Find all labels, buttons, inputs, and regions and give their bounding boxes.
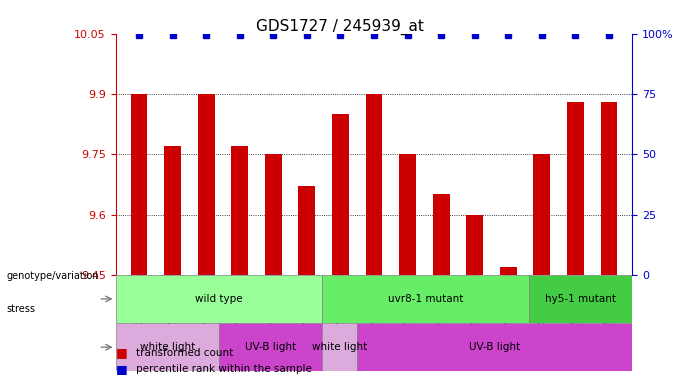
FancyBboxPatch shape — [357, 323, 632, 371]
Text: ■: ■ — [116, 346, 127, 359]
Text: white light: white light — [312, 342, 367, 352]
Bar — [265, 154, 282, 275]
Text: hy5-1 mutant: hy5-1 mutant — [545, 294, 616, 304]
Text: ■: ■ — [116, 363, 127, 375]
FancyBboxPatch shape — [322, 323, 357, 371]
Text: genotype/variation: genotype/variation — [7, 271, 99, 280]
Text: wild type: wild type — [195, 294, 243, 304]
Bar — [165, 146, 181, 275]
Text: UV-B light: UV-B light — [469, 342, 520, 352]
FancyBboxPatch shape — [116, 275, 322, 323]
Bar — [231, 146, 248, 275]
FancyBboxPatch shape — [322, 275, 529, 323]
Bar — [332, 114, 349, 275]
Text: stress: stress — [7, 304, 36, 314]
Text: uvr8-1 mutant: uvr8-1 mutant — [388, 294, 463, 304]
Bar — [432, 195, 449, 275]
Text: GDS1727 / 245939_at: GDS1727 / 245939_at — [256, 19, 424, 35]
Bar — [366, 94, 382, 275]
FancyBboxPatch shape — [219, 323, 322, 371]
Bar — [466, 214, 483, 275]
Bar — [198, 94, 215, 275]
Bar — [131, 94, 148, 275]
Text: transformed count: transformed count — [136, 348, 233, 357]
Text: UV-B light: UV-B light — [245, 342, 296, 352]
Text: white light: white light — [139, 342, 195, 352]
Bar — [500, 267, 517, 275]
FancyBboxPatch shape — [529, 275, 632, 323]
Text: percentile rank within the sample: percentile rank within the sample — [136, 364, 312, 374]
Bar — [299, 186, 316, 275]
Bar — [533, 154, 550, 275]
Bar — [600, 102, 617, 275]
Bar — [399, 154, 416, 275]
FancyBboxPatch shape — [116, 323, 219, 371]
Bar — [567, 102, 583, 275]
